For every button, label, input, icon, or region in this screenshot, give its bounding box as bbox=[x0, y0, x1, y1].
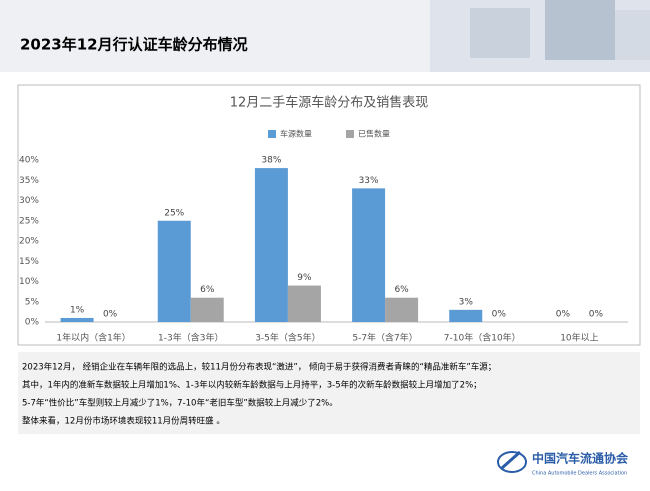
page-title: 2023年12月行认证车龄分布情况 bbox=[20, 36, 248, 54]
data-label: 1% bbox=[70, 305, 85, 315]
data-label: 9% bbox=[297, 273, 312, 283]
bar bbox=[287, 285, 321, 322]
y-tick-label: 40% bbox=[19, 156, 39, 166]
org-name: 中国汽车流通协会 bbox=[532, 451, 629, 466]
data-label: 0% bbox=[103, 310, 118, 320]
note-line: 2023年12月， 经销企业在车辆年限的选品上，较11月份分布表现“激进”， 倾… bbox=[22, 362, 496, 373]
data-label: 0% bbox=[556, 310, 571, 320]
y-tick-label: 20% bbox=[19, 237, 39, 247]
data-label: 6% bbox=[200, 285, 215, 295]
data-label: 0% bbox=[589, 310, 604, 320]
x-tick-label: 1年以内（含1年） bbox=[56, 332, 130, 344]
bar bbox=[449, 309, 483, 322]
legend-swatch bbox=[346, 130, 354, 138]
header-decoration bbox=[430, 0, 650, 72]
x-tick-label: 10年以上 bbox=[560, 332, 598, 344]
data-label: 38% bbox=[261, 156, 281, 166]
legend-label: 已售数量 bbox=[358, 129, 390, 139]
bar bbox=[254, 168, 288, 322]
x-tick-label: 1-3年（含3年） bbox=[158, 332, 223, 344]
x-tick-label: 5-7年（含7年） bbox=[352, 332, 417, 344]
note-line: 5-7年“性价比”车型则较上月减少了1%，7-10年“老旧车型”数据较上月减少了… bbox=[22, 398, 338, 409]
data-label: 3% bbox=[459, 297, 474, 307]
legend-label: 车源数量 bbox=[280, 129, 312, 139]
note-line: 其中，1年内的准新车数据较上月增加1%、1-3年以内较新车龄数据与上月持平，3-… bbox=[22, 380, 482, 391]
y-tick-label: 5% bbox=[25, 297, 40, 307]
bar bbox=[190, 297, 224, 322]
x-tick-label: 7-10年（含10年） bbox=[444, 332, 521, 344]
y-tick-label: 25% bbox=[19, 216, 39, 226]
bar bbox=[157, 220, 191, 322]
data-label: 6% bbox=[394, 285, 409, 295]
chart-frame bbox=[17, 84, 641, 346]
data-label: 0% bbox=[492, 310, 507, 320]
legend-swatch bbox=[268, 130, 276, 138]
bar bbox=[60, 317, 94, 322]
x-tick-label: 3-5年（含5年） bbox=[255, 332, 320, 344]
y-tick-label: 15% bbox=[19, 257, 39, 267]
data-label: 33% bbox=[359, 176, 379, 186]
data-label: 25% bbox=[164, 208, 184, 218]
y-tick-label: 35% bbox=[19, 176, 39, 186]
org-name-en: China Automobile Dealers Association bbox=[532, 471, 627, 477]
bar bbox=[385, 297, 419, 322]
chart-title: 12月二手车源车龄分布及销售表现 bbox=[230, 95, 429, 111]
y-tick-label: 10% bbox=[19, 277, 39, 287]
note-line: 整体来看，12月份市场环境表现较11月份周转旺盛 。 bbox=[22, 416, 225, 427]
y-tick-label: 0% bbox=[25, 318, 40, 328]
bar bbox=[352, 188, 386, 322]
notes-box bbox=[18, 352, 640, 434]
logo bbox=[497, 450, 527, 473]
y-tick-label: 30% bbox=[19, 196, 39, 206]
